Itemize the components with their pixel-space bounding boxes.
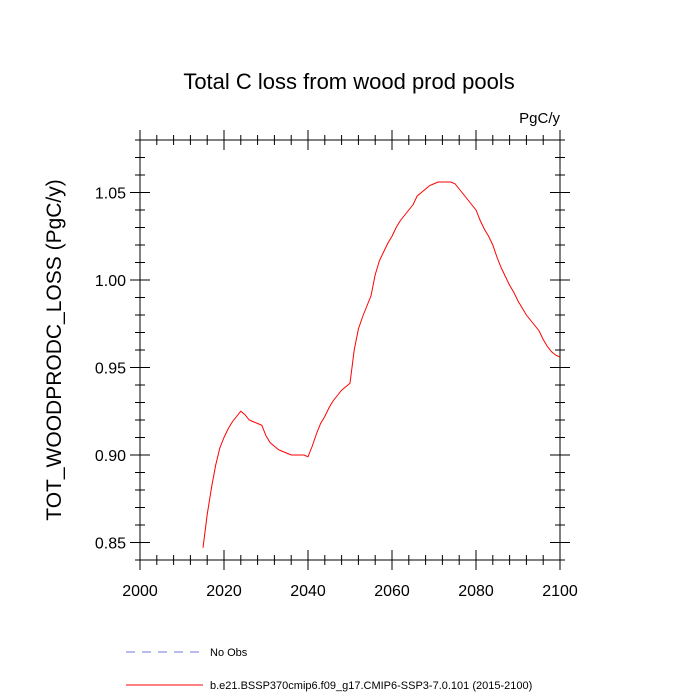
y-axis-label: TOT_WOODPRODC_LOSS (PgC/y) bbox=[43, 179, 66, 521]
y-tick-label: 1.05 bbox=[95, 186, 126, 203]
x-tick-label: 2000 bbox=[122, 583, 158, 600]
y-tick-label: 1.00 bbox=[95, 273, 126, 290]
x-tick-label: 2060 bbox=[374, 583, 410, 600]
x-tick-label: 2080 bbox=[458, 583, 494, 600]
x-tick-label: 2040 bbox=[290, 583, 326, 600]
series-line-0 bbox=[202, 181, 561, 548]
y-tick-label: 0.95 bbox=[95, 361, 126, 378]
y-tick-label: 0.85 bbox=[95, 536, 126, 553]
legend-label-model-run: b.e21.BSSP370cmip6.f09_g17.CMIP6-SSP3-7.… bbox=[210, 680, 532, 692]
data-series bbox=[202, 181, 561, 548]
x-tick-label: 2100 bbox=[542, 583, 578, 600]
x-tick-label: 2020 bbox=[206, 583, 242, 600]
plot-frame bbox=[139, 139, 561, 561]
chart-title: Total C loss from wood prod pools bbox=[183, 69, 514, 94]
y-tick-label: 0.90 bbox=[95, 448, 126, 465]
axis-ticks bbox=[130, 130, 570, 570]
legend: No Obs b.e21.BSSP370cmip6.f09_g17.CMIP6-… bbox=[126, 647, 532, 692]
legend-label-no-obs: No Obs bbox=[210, 647, 248, 659]
axis-tick-labels: 2000 2020 2040 2060 2080 2100 0.85 0.90 0.95 1.00… bbox=[95, 186, 578, 601]
units-label: PgC/y bbox=[519, 110, 560, 127]
